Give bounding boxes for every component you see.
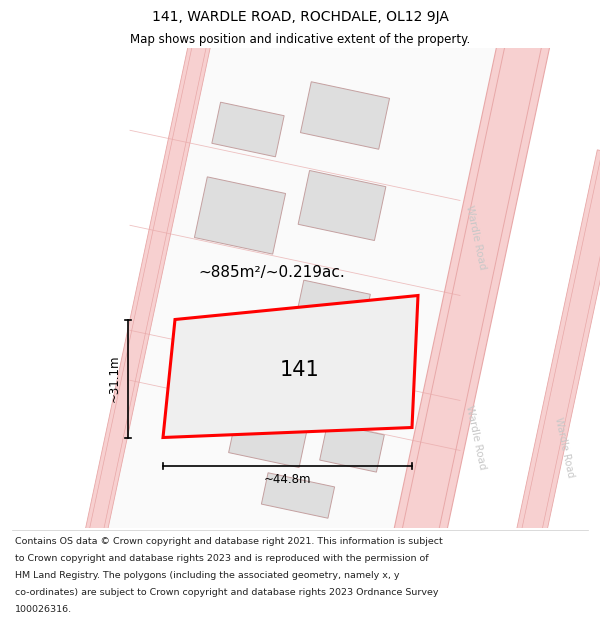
Polygon shape xyxy=(320,423,385,472)
Polygon shape xyxy=(262,472,335,518)
Text: ~44.8m: ~44.8m xyxy=(264,473,311,486)
Text: ~31.1m: ~31.1m xyxy=(107,355,121,402)
Text: to Crown copyright and database rights 2023 and is reproduced with the permissio: to Crown copyright and database rights 2… xyxy=(15,554,428,563)
Polygon shape xyxy=(163,296,418,438)
Polygon shape xyxy=(364,0,581,625)
Text: Wardle Road: Wardle Road xyxy=(553,416,575,479)
Polygon shape xyxy=(493,150,600,625)
Text: 141: 141 xyxy=(280,361,320,381)
Text: 100026316.: 100026316. xyxy=(15,606,72,614)
Polygon shape xyxy=(73,0,538,625)
Polygon shape xyxy=(54,0,242,625)
Text: Map shows position and indicative extent of the property.: Map shows position and indicative extent… xyxy=(130,33,470,46)
Text: ~885m²/~0.219ac.: ~885m²/~0.219ac. xyxy=(199,265,346,280)
Text: Contains OS data © Crown copyright and database right 2021. This information is : Contains OS data © Crown copyright and d… xyxy=(15,538,443,546)
Text: Wardle Road: Wardle Road xyxy=(464,404,488,471)
Polygon shape xyxy=(301,82,389,149)
Polygon shape xyxy=(194,177,286,254)
Polygon shape xyxy=(229,414,307,468)
Polygon shape xyxy=(212,102,284,157)
Text: co-ordinates) are subject to Crown copyright and database rights 2023 Ordnance S: co-ordinates) are subject to Crown copyr… xyxy=(15,589,439,598)
Text: Wardle Road: Wardle Road xyxy=(464,204,488,271)
Text: HM Land Registry. The polygons (including the associated geometry, namely x, y: HM Land Registry. The polygons (includin… xyxy=(15,571,400,581)
Text: 141, WARDLE ROAD, ROCHDALE, OL12 9JA: 141, WARDLE ROAD, ROCHDALE, OL12 9JA xyxy=(152,9,448,24)
Polygon shape xyxy=(290,280,370,361)
Polygon shape xyxy=(298,171,386,241)
